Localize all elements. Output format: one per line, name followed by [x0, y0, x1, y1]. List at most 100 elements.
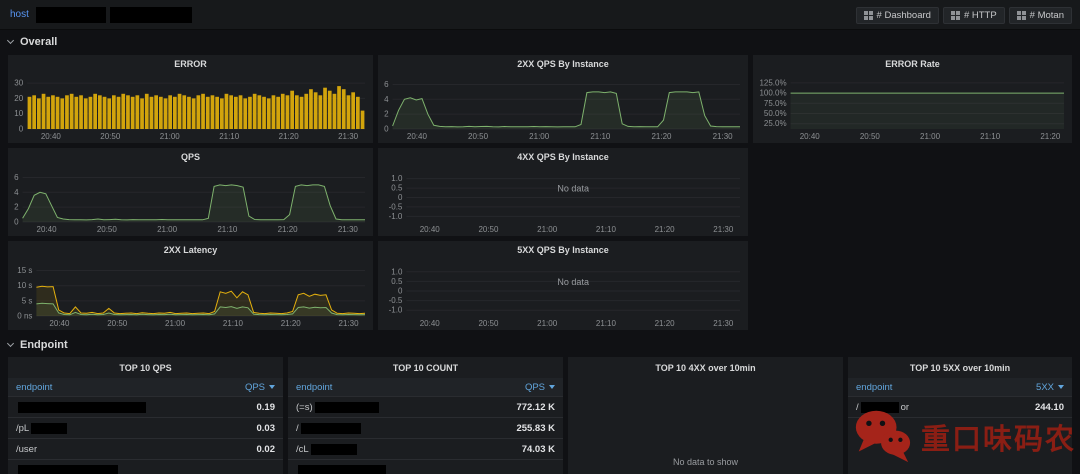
watermark-text: 重口味码农 — [920, 423, 1076, 456]
5xx-qps-chart[interactable]: 1.0 0.5 0 -0.5 -1.0 20:40 20:50 21:00 21:10 21:20… — [381, 261, 745, 328]
svg-text:20:40: 20:40 — [41, 132, 62, 141]
panel-2xx-qps: 2XX QPS By Instance 6 4 2 0 20:40 20:50 21:00 2… — [378, 55, 748, 143]
section-endpoint[interactable]: Endpoint — [6, 339, 68, 351]
2xx-latency-chart[interactable]: 15 s 10 s 5 s 0 ns 20:40 20:50 21:00 21:10 21:20… — [11, 261, 370, 328]
panel-title[interactable]: QPS — [180, 152, 200, 162]
table-row: /user 0.02 — [8, 439, 283, 460]
svg-text:21:00: 21:00 — [160, 132, 181, 141]
column-header-endpoint[interactable]: endpoint — [296, 381, 333, 393]
panel-title[interactable]: 4XX QPS By Instance — [517, 152, 609, 162]
endpoint-cell: / or — [856, 401, 910, 413]
2xx-qps-chart[interactable]: 6 4 2 0 20:40 20:50 21:00 21:10 21:20 21:30 — [381, 75, 745, 141]
svg-text:20:50: 20:50 — [100, 132, 121, 141]
dashboard-links: # Dashboard # HTTP # Motan — [855, 7, 1072, 24]
panel-title[interactable]: TOP 10 5XX over 10min — [909, 363, 1011, 373]
column-header-endpoint[interactable]: endpoint — [16, 381, 53, 393]
4xx-qps-chart[interactable]: 1.0 0.5 0 -0.5 -1.0 20:40 20:50 21:00 21:10 21:20… — [381, 168, 745, 234]
svg-text:21:00: 21:00 — [157, 225, 178, 234]
qps-chart[interactable]: 6 4 2 0 20:40 20:50 21:00 21:10 21:20 21:30 — [11, 168, 370, 234]
svg-text:21:30: 21:30 — [338, 225, 359, 234]
table-row: /cL 74.03 K — [288, 439, 563, 460]
value-cell: 74.03 K — [521, 443, 555, 455]
svg-text:20:50: 20:50 — [478, 225, 499, 234]
value-cell: 0.02 — [256, 443, 276, 455]
error-chart[interactable]: 30 20 10 0 20:40 20:50 21:00 21:10 21:20 21:30 — [11, 75, 370, 141]
column-header-endpoint[interactable]: endpoint — [856, 381, 893, 393]
endpoint-cell: /cL — [296, 443, 359, 455]
panel-title[interactable]: 2XX Latency — [163, 245, 218, 255]
svg-text:125.0%: 125.0% — [759, 78, 786, 87]
svg-text:0.5: 0.5 — [391, 277, 403, 286]
section-overall-label: Overall — [20, 36, 58, 48]
chevron-down-icon — [6, 36, 15, 45]
column-header-qps[interactable]: QPS — [245, 382, 275, 393]
link-motan-button[interactable]: # Motan — [1008, 7, 1072, 24]
grid-icon — [863, 11, 873, 20]
table-header: endpoint QPS — [8, 378, 283, 397]
svg-text:10: 10 — [14, 109, 23, 118]
panel-error-rate: ERROR Rate 125.0% 100.0% 75.0% 50.0% 25.0% 20… — [753, 55, 1072, 143]
column-header-qps[interactable]: QPS — [525, 382, 555, 393]
link-http-button[interactable]: # HTTP — [942, 7, 1005, 24]
redacted-text — [18, 401, 146, 413]
svg-text:0: 0 — [398, 193, 403, 202]
sort-desc-icon — [1058, 384, 1064, 389]
panel-title[interactable]: 5XX QPS By Instance — [517, 245, 609, 255]
svg-text:6: 6 — [384, 80, 389, 89]
table-header: endpoint 5XX — [848, 378, 1072, 397]
svg-text:21:10: 21:10 — [596, 319, 617, 328]
panel-title[interactable]: TOP 10 COUNT — [392, 363, 459, 373]
table-row — [8, 460, 283, 474]
redacted-text — [314, 401, 379, 413]
host-variable-value-redacted[interactable] — [36, 7, 106, 23]
redacted-text — [860, 401, 899, 413]
svg-text:20:40: 20:40 — [37, 225, 58, 234]
svg-text:6: 6 — [14, 173, 19, 182]
column-header-5xx[interactable]: 5XX — [1036, 382, 1064, 393]
svg-text:25.0%: 25.0% — [764, 119, 787, 128]
no-data-message: No data to show — [672, 457, 739, 467]
svg-text:21:00: 21:00 — [537, 319, 558, 328]
error-rate-chart[interactable]: 125.0% 100.0% 75.0% 50.0% 25.0% 20:40 20:50 21:… — [756, 75, 1069, 141]
link-dashboard-button[interactable]: # Dashboard — [855, 7, 939, 24]
endpoint-cell — [16, 464, 120, 474]
panel-title[interactable]: ERROR — [174, 59, 207, 69]
panel-top10-count: TOP 10 COUNT endpoint QPS (=s) 772.12 K … — [288, 357, 563, 474]
value-cell: 255.83 K — [516, 422, 555, 434]
svg-text:10 s: 10 s — [17, 281, 32, 290]
value-cell: 244.10 — [1034, 401, 1064, 413]
svg-text:21:20: 21:20 — [281, 319, 302, 328]
svg-text:21:20: 21:20 — [278, 225, 299, 234]
grid-icon — [950, 11, 960, 20]
top-bar: host # Dashboard # HTTP # Motan — [0, 0, 1080, 30]
svg-text:2: 2 — [384, 110, 389, 119]
redacted-text — [310, 443, 357, 455]
watermark: 重口味码农 — [851, 403, 1076, 470]
section-endpoint-label: Endpoint — [20, 339, 68, 351]
svg-text:20: 20 — [14, 94, 23, 103]
table-row: 0.19 — [8, 397, 283, 418]
svg-text:20:50: 20:50 — [97, 225, 118, 234]
panel-title[interactable]: TOP 10 4XX over 10min — [655, 363, 756, 373]
panel-title[interactable]: TOP 10 QPS — [119, 363, 172, 373]
svg-text:0.5: 0.5 — [391, 184, 403, 193]
svg-text:21:20: 21:20 — [655, 225, 676, 234]
variable-value-redacted[interactable] — [110, 7, 192, 23]
redacted-text — [18, 464, 118, 474]
svg-text:30: 30 — [14, 79, 23, 88]
section-overall[interactable]: Overall — [6, 36, 58, 48]
table-header: endpoint QPS — [288, 378, 563, 397]
panel-title[interactable]: ERROR Rate — [885, 59, 940, 69]
table-row: / 255.83 K — [288, 418, 563, 439]
svg-text:21:10: 21:10 — [980, 132, 1001, 141]
svg-text:100.0%: 100.0% — [759, 89, 786, 98]
sort-desc-icon — [269, 384, 275, 389]
svg-text:1.0: 1.0 — [391, 174, 403, 183]
table-row: (=s) 772.12 K — [288, 397, 563, 418]
svg-text:21:00: 21:00 — [165, 319, 186, 328]
panel-title[interactable]: 2XX QPS By Instance — [517, 59, 609, 69]
svg-text:20:50: 20:50 — [107, 319, 128, 328]
value-cell: 0.19 — [256, 401, 276, 413]
redacted-text — [300, 422, 361, 434]
